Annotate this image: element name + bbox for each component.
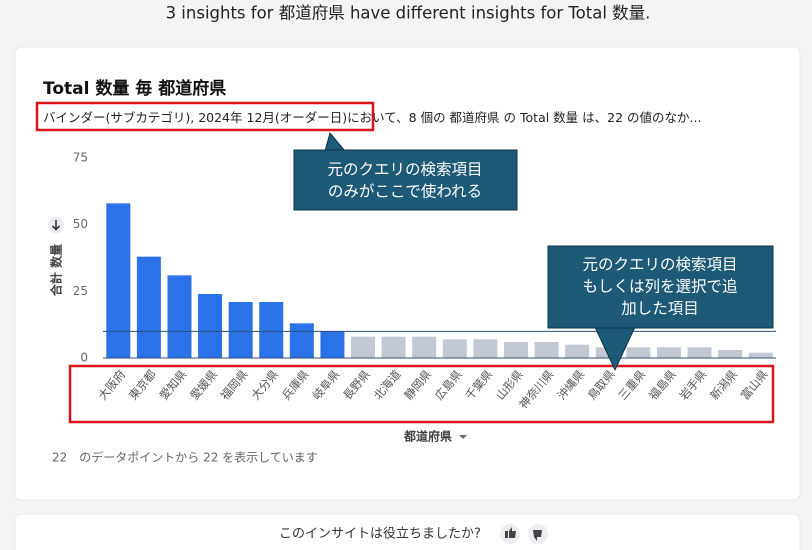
callout-text: もしくは列を選択で追 bbox=[582, 278, 738, 296]
bar bbox=[626, 347, 651, 358]
callout-text: のみがここで使われる bbox=[328, 183, 482, 201]
subtitle-rest: において、8 個の 都道府県 の Total 数量 は、22 の値のなか... bbox=[347, 110, 701, 125]
bar bbox=[228, 302, 253, 358]
callout-text: 加した項目 bbox=[621, 300, 699, 318]
callout-text: 元のクエリの検索項目 bbox=[582, 256, 737, 274]
y-tick-label: 50 bbox=[73, 217, 88, 231]
sort-arrow bbox=[51, 220, 61, 231]
bar bbox=[718, 350, 743, 358]
subtitle-highlight: バインダー(サブカテゴリ), 2024年 12月(オーダー日) bbox=[43, 110, 347, 125]
insight-card bbox=[14, 46, 801, 501]
bar bbox=[381, 336, 406, 358]
callout-box bbox=[293, 149, 518, 211]
y-axis-label[interactable]: 合計 数量 bbox=[49, 244, 64, 296]
footer-note: 22 のデータポイントから 22 を表示しています bbox=[52, 450, 318, 465]
card-subtitle: バインダー(サブカテゴリ), 2024年 12月(オーダー日)において、8 個の… bbox=[43, 110, 701, 125]
bar bbox=[748, 352, 773, 358]
bar bbox=[656, 347, 681, 358]
bar bbox=[320, 331, 345, 358]
y-tick-label: 75 bbox=[73, 151, 88, 165]
card-title: Total 数量 毎 都道府県 bbox=[43, 78, 226, 99]
callout-text: 元のクエリの検索項目 bbox=[327, 161, 482, 179]
highlight-box bbox=[35, 101, 375, 132]
feedback-question: このインサイトは役立ちましたか? bbox=[279, 527, 481, 542]
thumbs-down-icon bbox=[533, 530, 542, 541]
header-title: 3 insights for 都道府県 have different insig… bbox=[166, 4, 651, 23]
feedback-card bbox=[14, 513, 801, 550]
x-axis-label[interactable]: 都道府県 bbox=[403, 429, 452, 444]
bar bbox=[167, 275, 192, 358]
bar bbox=[534, 342, 559, 358]
bar bbox=[473, 339, 498, 358]
callout-box bbox=[547, 245, 774, 329]
thumbs-up-icon bbox=[505, 527, 516, 538]
highlight-box bbox=[68, 364, 775, 424]
bar bbox=[565, 344, 590, 358]
bar bbox=[412, 336, 437, 358]
bar bbox=[687, 347, 712, 358]
bar bbox=[503, 342, 528, 358]
bar bbox=[136, 256, 161, 358]
bar bbox=[351, 336, 376, 358]
y-tick-label: 0 bbox=[80, 351, 88, 365]
x-axis-caret[interactable] bbox=[459, 435, 467, 439]
y-tick-label: 25 bbox=[73, 284, 88, 298]
bar bbox=[106, 203, 131, 358]
bar bbox=[442, 339, 467, 358]
bar bbox=[259, 302, 284, 358]
bar bbox=[198, 294, 223, 358]
bar bbox=[289, 323, 314, 358]
